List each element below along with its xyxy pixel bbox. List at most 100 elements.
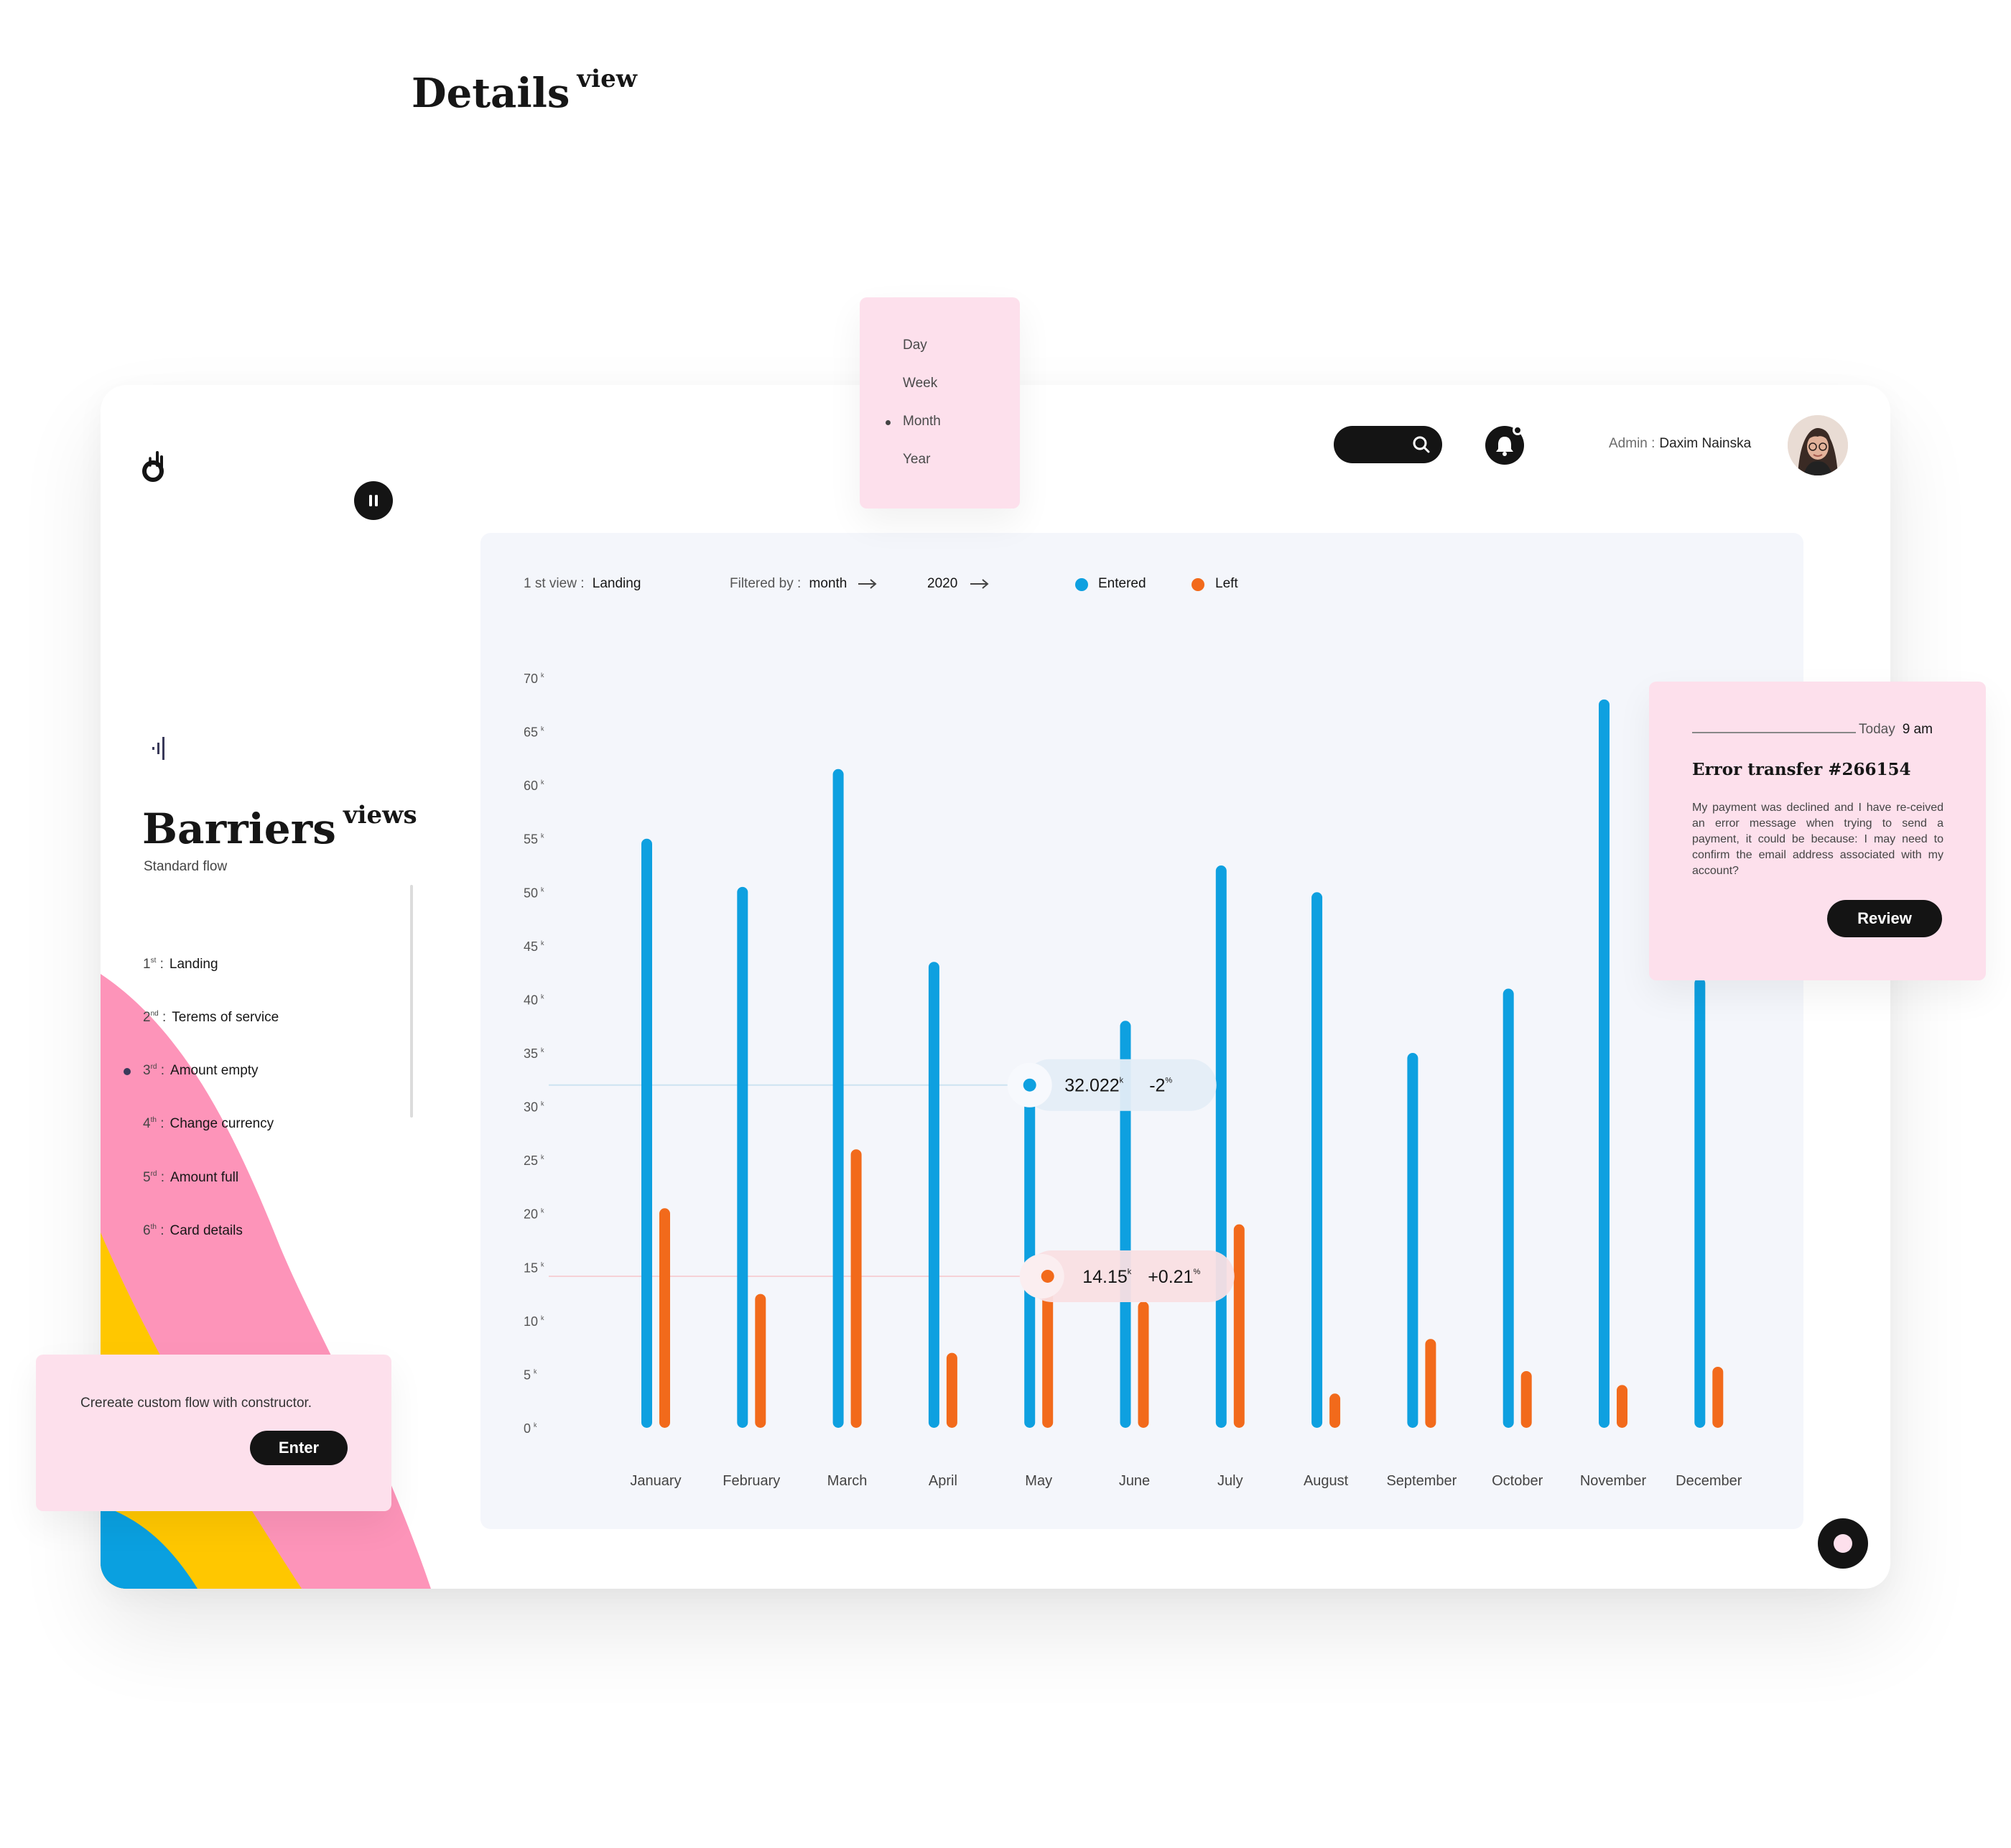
active-step-indicator (124, 1068, 131, 1075)
bar-entered (1503, 988, 1514, 1428)
step-label: Terems of service (172, 1010, 279, 1025)
legend-left-swatch (1192, 578, 1204, 591)
page-title-suffix: view (577, 65, 637, 93)
bar-entered (1694, 978, 1706, 1428)
x-tick-label: December (1676, 1473, 1742, 1489)
y-tick-label: 55 k (524, 832, 544, 847)
error-title: Error transfer #266154 (1692, 760, 1911, 779)
y-tick-label: 50 k (524, 886, 544, 900)
y-tick-label: 20 k (524, 1207, 544, 1222)
step-item[interactable]: 5rd : Amount full (143, 1170, 238, 1186)
barriers-title: Barriers views (142, 801, 417, 853)
bar-chart[interactable]: 0 k 5 k 10 k 15 k 20 k 25 k 30 k 35 k 40 k 45 k 50 k 55 k 60 k 65 k… (480, 533, 1803, 1529)
divider (1692, 732, 1856, 733)
levels-icon[interactable] (151, 737, 169, 763)
admin-name: Daxim Nainska (1659, 436, 1752, 451)
period-filter[interactable]: Filtered by : month (730, 576, 878, 592)
y-tick-label: 65 k (524, 725, 544, 740)
x-tick-label: August (1304, 1473, 1349, 1489)
admin-label: Admin : (1609, 436, 1655, 451)
error-message: My payment was declined and I have re-ce… (1692, 802, 1943, 877)
bar-left (1520, 1370, 1532, 1428)
review-button[interactable]: Review (1827, 900, 1942, 937)
entered-highlight-value: 32.022k (1064, 1076, 1123, 1096)
bar-left (1233, 1224, 1245, 1428)
step-item[interactable]: 2nd : Terems of service (143, 1010, 279, 1026)
view-filter[interactable]: 1 st view : Landing (524, 576, 641, 592)
step-label: Change currency (169, 1116, 274, 1131)
x-tick-label: November (1580, 1473, 1647, 1489)
error-notification-card: Today 9 am Error transfer #266154 My paym… (1649, 682, 1986, 980)
search-icon (1413, 436, 1430, 453)
x-tick-label: January (630, 1473, 681, 1489)
notification-time: Today 9 am (1859, 722, 1933, 738)
barriers-title-text: Barriers (142, 804, 336, 853)
bar-left (850, 1149, 862, 1428)
x-tick-label: March (827, 1473, 868, 1489)
bar-left (1425, 1339, 1436, 1428)
filter-label: Filtered by : (730, 576, 802, 591)
step-item[interactable]: 6th : Card details (143, 1223, 243, 1239)
step-number: 5rd : (143, 1170, 165, 1185)
year-filter[interactable]: 2020 (927, 576, 990, 592)
period-option-year[interactable]: Year (903, 452, 931, 467)
bar-entered (641, 838, 652, 1428)
bar-entered (1599, 699, 1610, 1428)
page-title: Details view (412, 65, 637, 117)
step-item[interactable]: 3rd : Amount empty (143, 1063, 259, 1079)
step-number: 1st : (143, 957, 164, 972)
left-highlight-value: 14.15k (1082, 1267, 1132, 1287)
bar-entered (737, 886, 748, 1428)
x-tick-label: October (1492, 1473, 1543, 1489)
view-value: Landing (592, 576, 641, 591)
left-pill (1026, 1250, 1235, 1302)
entered-pill (1023, 1059, 1217, 1111)
bar-left (1329, 1393, 1341, 1428)
pause-icon (369, 495, 378, 506)
y-tick-label: 30 k (524, 1100, 544, 1115)
y-tick-label: 45 k (524, 939, 544, 954)
bar-left (946, 1352, 957, 1428)
bar-left (1712, 1366, 1724, 1428)
x-tick-label: June (1119, 1473, 1150, 1489)
admin-info: Admin : Daxim Nainska (1609, 436, 1751, 452)
app-logo[interactable] (140, 450, 169, 488)
step-item[interactable]: 1st : Landing (143, 957, 218, 972)
legend-entered-swatch (1075, 578, 1088, 591)
record-icon (1834, 1534, 1852, 1553)
period-option-week[interactable]: Week (903, 376, 938, 391)
x-tick-label: September (1386, 1473, 1457, 1489)
y-tick-label: 60 k (524, 779, 544, 793)
search-input[interactable] (1334, 426, 1442, 463)
entered-dot (1023, 1078, 1036, 1092)
period-option-day[interactable]: Day (903, 338, 927, 353)
bar-left (1042, 1276, 1054, 1428)
step-item[interactable]: 4th : Change currency (143, 1116, 274, 1132)
bar-entered (1311, 892, 1323, 1428)
period-dropdown[interactable]: Day Week Month Year (860, 297, 1020, 509)
filter-value: month (809, 576, 847, 591)
step-number: 2nd : (143, 1010, 167, 1025)
steps-scrollbar[interactable] (410, 885, 413, 1118)
step-number: 3rd : (143, 1063, 165, 1078)
step-number: 4th : (143, 1116, 164, 1131)
bar-entered (1024, 1085, 1036, 1428)
barriers-title-suffix: views (343, 801, 417, 830)
time-value: 9 am (1902, 722, 1933, 737)
record-button[interactable] (1818, 1518, 1868, 1569)
y-tick-label: 25 k (524, 1153, 544, 1168)
avatar[interactable] (1788, 415, 1848, 475)
legend-entered-label: Entered (1098, 576, 1146, 591)
step-label: Card details (169, 1223, 243, 1238)
time-label: Today (1859, 722, 1895, 737)
bar-left (755, 1294, 766, 1428)
notification-badge (1513, 425, 1523, 435)
bar-entered (1407, 1053, 1418, 1428)
notifications-button[interactable] (1485, 426, 1524, 465)
period-option-month[interactable]: Month (903, 414, 941, 429)
step-label: Landing (169, 957, 218, 972)
arrow-right-icon (970, 579, 989, 589)
flow-subtitle: Standard flow (144, 859, 228, 874)
enter-button[interactable]: Enter (250, 1431, 348, 1465)
pause-button[interactable] (354, 481, 393, 520)
